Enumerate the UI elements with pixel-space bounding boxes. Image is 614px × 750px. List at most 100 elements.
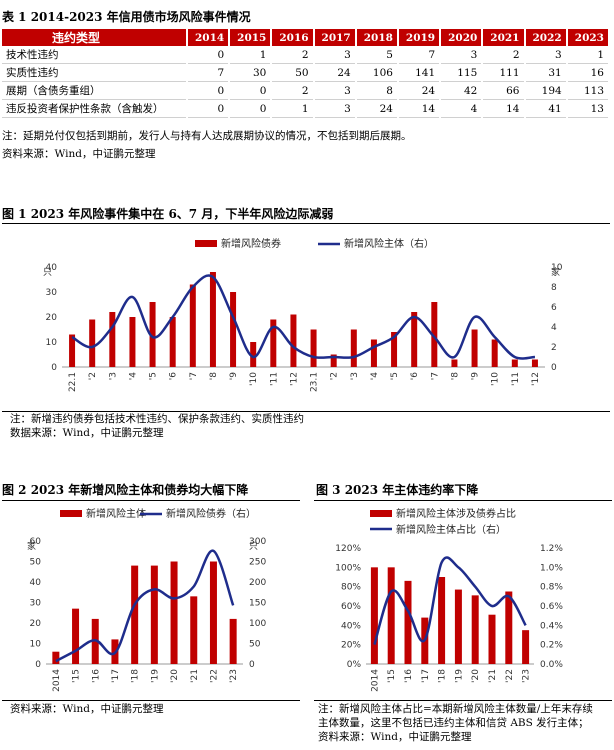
y-left-tick-label: 60% <box>341 602 361 612</box>
fig2-chart: 新增风险主体 新增风险债券（右） 0 10 20 30 40 50 60 0 50 100 150 200… <box>27 507 266 692</box>
cell-value: 3 <box>313 99 357 118</box>
fig2-top-rule <box>2 500 300 501</box>
cell-value: 7 <box>187 63 231 82</box>
fig1-source: 数据来源：Wind，中证鹏元整理 <box>10 427 164 439</box>
fig3-source: 资料来源：Wind，中证鹏元整理 <box>318 731 472 743</box>
x-tick-label: '6 <box>410 372 420 380</box>
x-tick-label: '18 <box>438 669 448 683</box>
cell-value: 8 <box>355 81 399 100</box>
cell-value: 1 <box>566 46 611 64</box>
bar <box>471 329 478 367</box>
y-left-tick-label: 10 <box>46 338 58 348</box>
bar <box>149 302 156 367</box>
header-year: 2021 <box>482 29 526 46</box>
x-tick-label: '19 <box>150 669 160 683</box>
line-series <box>55 549 235 663</box>
fig1-bottom-rule <box>2 411 610 412</box>
bar <box>230 292 237 367</box>
bar <box>169 317 176 367</box>
cell-value: 3 <box>313 81 357 100</box>
cell-value: 13 <box>566 99 611 118</box>
x-tick-label: '21 <box>488 669 498 683</box>
y-left-tick-label: 20% <box>341 641 361 651</box>
x-tick-label: '10 <box>491 372 501 386</box>
y-right-tick-label: 250 <box>249 558 266 568</box>
table1-source: 资料来源：Wind，中证鹏元整理 <box>2 148 156 160</box>
x-tick-label: '2 <box>330 372 340 380</box>
y-left-tick-label: 60 <box>30 537 42 547</box>
y-left-tick-label: 40% <box>341 621 361 631</box>
header-year: 2018 <box>355 29 399 46</box>
y-right-tick-label: 4 <box>551 323 557 333</box>
legend-line-label: 新增风险债券（右） <box>166 507 256 520</box>
x-tick-label: '15 <box>72 669 82 683</box>
bar <box>471 595 479 664</box>
bar <box>454 589 462 664</box>
row-label: 实质性违约 <box>2 63 188 82</box>
cell-value: 3 <box>524 46 568 64</box>
y-left-tick-label: 20 <box>30 619 42 629</box>
x-tick-label: '9 <box>229 372 239 380</box>
cell-value: 5 <box>355 46 399 64</box>
cell-value: 1 <box>271 99 315 118</box>
y-left-tick-label: 50 <box>30 558 42 568</box>
x-tick-label: '20 <box>471 669 481 683</box>
y-right-tick-label: 10 <box>551 263 563 273</box>
bar <box>129 317 136 367</box>
header-year: 2014 <box>187 29 231 46</box>
y-right-tick-label: 200 <box>249 578 266 588</box>
y-right-tick-label: 0 <box>249 660 255 670</box>
y-right-tick-label: 50 <box>249 640 261 650</box>
cell-value: 3 <box>440 46 484 64</box>
x-tick-label: '21 <box>190 669 200 683</box>
x-tick-label: '22 <box>209 669 219 683</box>
x-tick-label: '5 <box>149 372 159 380</box>
header-year: 2019 <box>397 29 442 46</box>
cell-value: 141 <box>397 63 442 82</box>
y-right-tick-label: 0.2% <box>540 641 563 651</box>
y-right-tick-label: 0.6% <box>540 602 563 612</box>
bar <box>69 334 76 367</box>
bar <box>270 319 277 367</box>
x-tick-label: 23.1 <box>310 372 320 392</box>
cell-value: 7 <box>397 46 442 64</box>
bar <box>511 359 518 367</box>
header-year: 2023 <box>566 29 611 46</box>
fig1-title: 图 1 2023 年风险事件集中在 6、7 月，下半年风险边际减弱 <box>2 207 334 221</box>
table1-title: 表 1 2014-2023 年信用债市场风险事件情况 <box>2 10 251 24</box>
y-right-tick-label: 300 <box>249 537 266 547</box>
cell-value: 30 <box>229 63 273 82</box>
y-left-tick-label: 20 <box>46 313 58 323</box>
bar <box>438 577 446 664</box>
line-series <box>373 556 527 646</box>
row-label: 违反投资者保护性条款（含触发） <box>2 99 188 118</box>
bar <box>531 359 538 367</box>
x-tick-label: '5 <box>390 372 400 380</box>
y-right-unit: 只 <box>249 542 258 552</box>
y-left-unit: 只 <box>43 268 52 278</box>
y-left-tick-label: 100% <box>335 563 361 573</box>
bar <box>431 302 438 367</box>
y-left-tick-label: 30 <box>46 288 58 298</box>
fig1-note: 注：新增违约债券包括技术性违约、保护条款违约、实质性违约 <box>10 413 304 425</box>
cell-value: 24 <box>397 81 442 100</box>
fig1-top-rule <box>2 223 610 224</box>
header-default-type: 违约类型 <box>2 29 188 46</box>
y-right-tick-label: 0.4% <box>540 621 563 631</box>
x-tick-label: '10 <box>249 372 259 386</box>
fig3-note-1: 注：新增风险主体占比=本期新增风险主体数量/上年末存续 <box>318 703 593 715</box>
legend-bar-swatch <box>195 240 217 247</box>
table-row: 违反投资者保护性条款（含触发） 0 0 1 3 24 14 4 14 41 13 <box>2 99 611 118</box>
x-tick-label: '17 <box>421 669 431 683</box>
cell-value: 106 <box>355 63 399 82</box>
header-year: 2022 <box>524 29 568 46</box>
y-right-tick-label: 2 <box>551 343 557 353</box>
cell-value: 115 <box>440 63 484 82</box>
legend-line-label: 新增风险主体（右） <box>344 237 434 250</box>
cell-value: 2 <box>482 46 526 64</box>
bar <box>411 312 418 367</box>
y-left-tick-label: 10 <box>30 640 42 650</box>
table-header-row: 违约类型 2014 2015 2016 2017 2018 2019 2020 2021 2022… <box>2 29 611 46</box>
legend-line-label: 新增风险主体占比（右） <box>396 523 506 536</box>
